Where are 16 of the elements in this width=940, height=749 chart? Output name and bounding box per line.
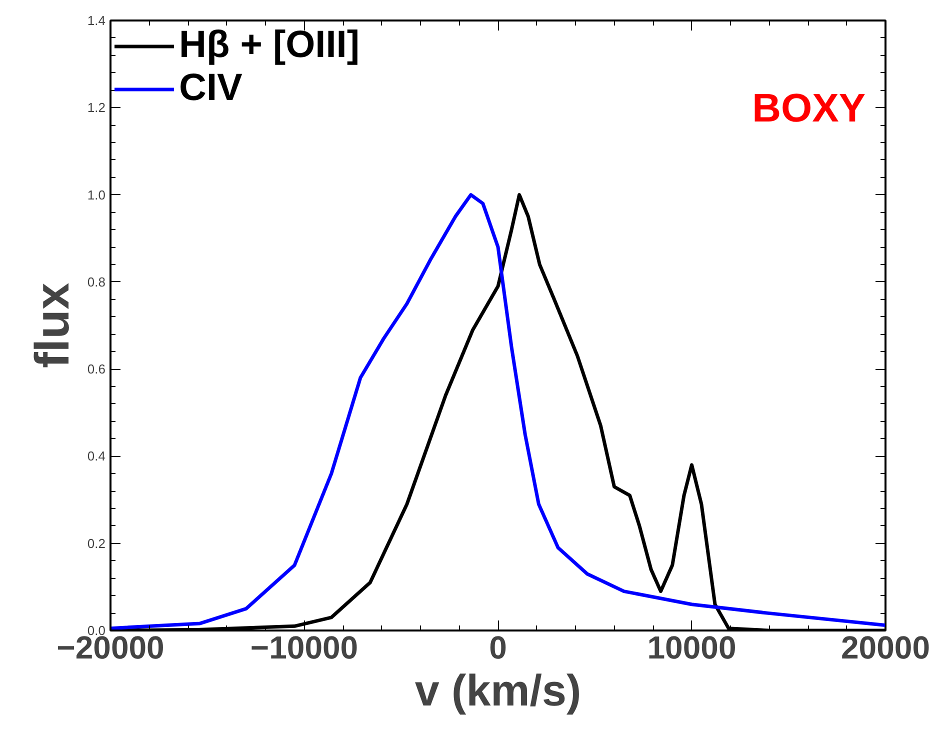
y-tick-label: 0.8: [87, 274, 106, 290]
y-tick-label: 0.6: [87, 362, 106, 377]
y-tick-label: 0.2: [87, 536, 106, 551]
x-axis-title: v (km/s): [414, 666, 582, 716]
y-tick-label: 1.0: [87, 187, 106, 202]
x-tick-label: 10000: [647, 630, 736, 666]
y-tick-label: 1.4: [87, 13, 106, 28]
x-tick-label: 0: [489, 630, 507, 666]
y-tick-label: 1.2: [87, 100, 106, 116]
x-tick-label: −10000: [250, 630, 358, 666]
x-tick-label: 20000: [841, 630, 930, 666]
annotation: BOXY: [752, 86, 866, 130]
y-axis-title: flux: [26, 282, 80, 368]
legend-label: Hβ + [OIII]: [179, 24, 360, 67]
legend-label: CIV: [179, 67, 242, 110]
y-tick-label: 0.4: [87, 448, 106, 464]
